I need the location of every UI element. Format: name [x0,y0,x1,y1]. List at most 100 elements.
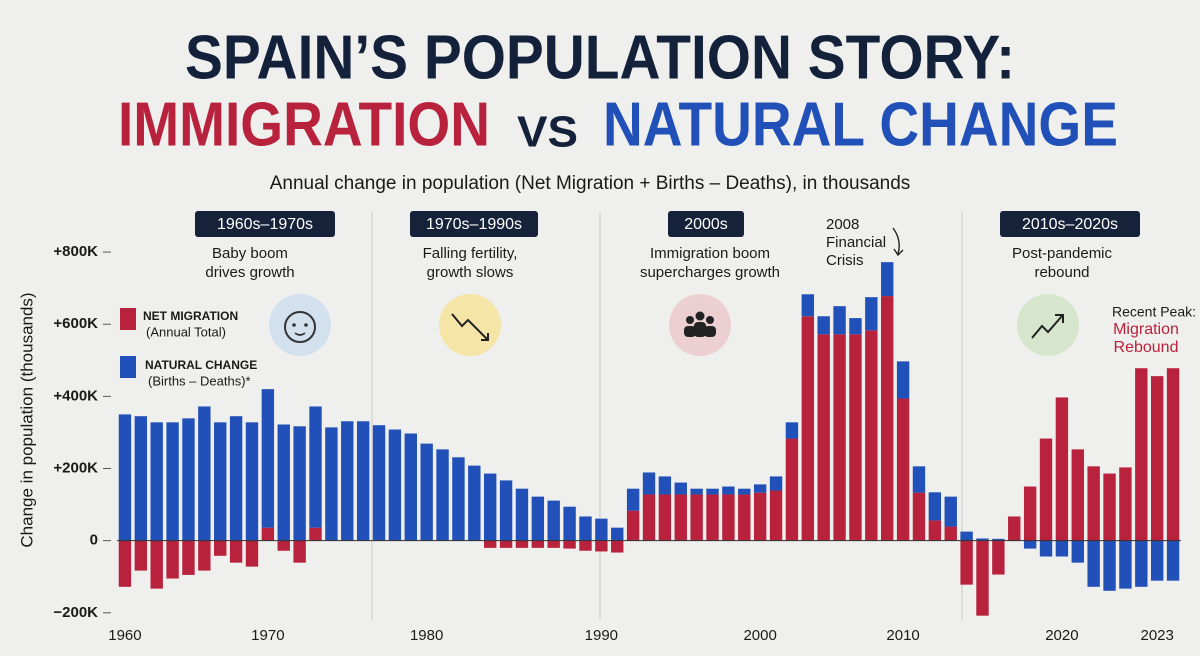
y-tick-label: +200K [53,459,98,476]
bar-natural [1087,540,1100,587]
era-caption: rebound [1034,264,1089,281]
bar-migration [515,540,529,548]
bar-migration [531,540,545,548]
bar-natural [372,425,386,541]
bar-natural [134,416,148,541]
icon-mouth [294,332,306,336]
bar-migration [611,540,624,553]
bar-migration [912,492,926,541]
legend: NET MIGRATION (Annual Total) NATURAL CHA… [120,308,257,388]
bar-natural [1119,540,1132,589]
x-tick-label: 2000 [743,627,776,644]
legend-swatch [120,356,136,378]
era-caption: growth slows [427,264,514,281]
bar-natural [261,389,275,528]
bar-migration [1150,376,1164,541]
legend-label: NATURAL CHANGE [145,358,257,372]
bar-natural [642,472,656,495]
y-tick-label: −200K [53,604,98,621]
bar-migration [118,540,132,587]
bar-migration [579,540,592,551]
bar-natural [579,516,592,541]
bar-migration [960,540,973,585]
bar-natural [738,488,751,495]
bar-natural [674,482,687,495]
bar-migration [563,540,576,549]
icon-arrow-up [1031,314,1064,339]
annotation-arrow [892,227,904,257]
bar-natural [436,449,449,541]
icon-baby [269,294,331,356]
bar-migration [150,540,163,589]
bar-natural [293,426,306,541]
bar-natural [992,538,1005,541]
legend-note: (Annual Total) [146,324,226,339]
bar-migration [801,316,814,541]
era-label: 1960s–1970s [217,216,313,233]
era-label: 2000s [684,216,728,233]
bar-natural [309,406,322,528]
title-part: IMMIGRATION [118,90,490,159]
x-tick-label: 2010 [886,627,919,644]
bar-natural [277,424,290,541]
bar-migration [1119,467,1132,541]
bar-natural [118,414,132,541]
bar-migration [547,540,560,548]
y-tick-label: +400K [53,387,98,404]
bar-natural [531,496,545,541]
legend-note: (Births – Deaths)* [148,373,251,388]
icon-growth [1017,294,1079,356]
icon-arrow-down [451,313,489,341]
bar-migration [1103,473,1116,541]
annotation-crisis: 2008 Financial Crisis [826,216,904,269]
icon-eye [292,323,296,327]
bar-migration [785,438,799,541]
bar-migration [309,527,322,541]
bar-migration [642,494,656,541]
bar-migration [214,540,227,556]
bar-migration [1135,368,1148,541]
bar-migration [738,494,751,541]
bar-natural [1150,540,1164,581]
era-label-box [668,211,744,237]
bar-migration [674,494,687,541]
era-captions: Baby boom drives growth Falling fertilit… [205,245,1112,281]
era-label-box [410,211,538,237]
bar-natural [960,531,973,541]
bar-migration [293,540,306,563]
era-caption: drives growth [205,264,294,281]
era-label: 1970s–1990s [426,216,522,233]
bar-natural [626,488,640,511]
bar-migration [896,398,910,541]
bar-natural [547,500,560,541]
y-tick-label: 0 [90,532,98,549]
bar-migration [1071,449,1084,541]
bar-natural [388,429,402,541]
annotation-text: Rebound [1114,339,1179,356]
legend-swatch [120,308,136,330]
bar-natural [198,406,211,541]
bar-natural [753,484,767,493]
bar-natural [658,476,672,495]
y-tick-label: +600K [53,315,98,332]
bar-natural [563,506,576,541]
bar-migration [658,494,672,541]
bar-migration [769,490,783,541]
bar-natural [182,418,195,541]
bar-natural [595,518,608,541]
annotation-text: Recent Peak: [1112,304,1196,320]
bar-natural [1023,540,1037,549]
icon-people-group [684,311,716,337]
bar-migration [1055,397,1069,541]
title-part: NATURAL CHANGE [603,90,1118,159]
y-axis-label: Change in population (thousands) [17,292,36,547]
x-tick-label: 1980 [410,627,443,644]
bar-migration [182,540,195,575]
x-tick-label: 1990 [585,627,618,644]
bar-natural [325,427,338,541]
bar-natural [896,361,910,399]
bar-migration [1023,486,1037,541]
bar-natural [468,465,481,541]
era-caption: Falling fertility, [423,245,518,262]
era-caption: Immigration boom [650,245,770,262]
